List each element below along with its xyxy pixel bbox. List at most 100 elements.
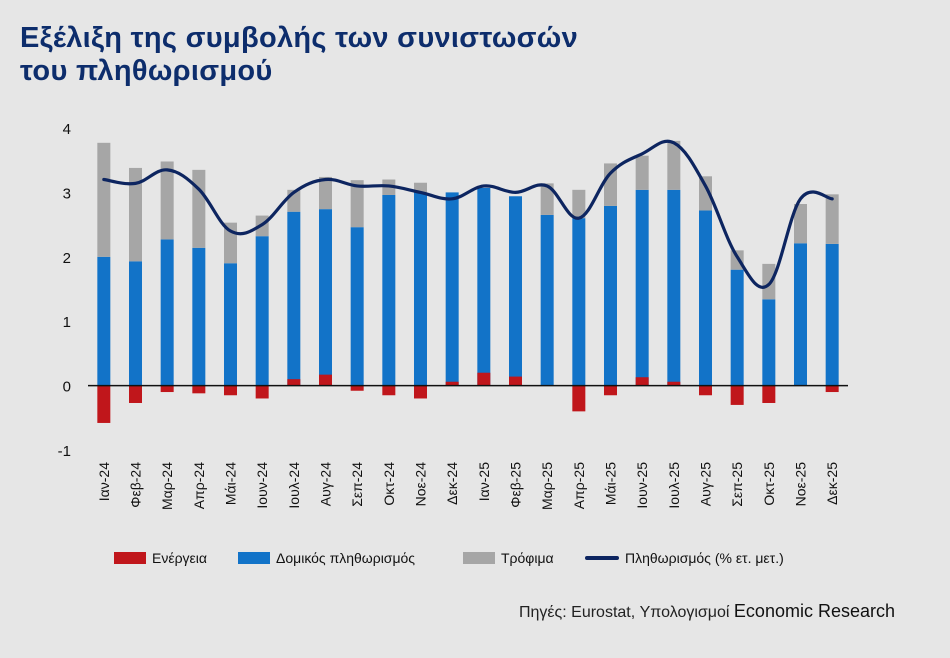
- bar-energy: [414, 385, 427, 399]
- x-tick-label: Μαρ-25: [539, 462, 555, 510]
- bar-energy: [667, 381, 681, 386]
- bar-core: [667, 189, 681, 386]
- bar-energy: [97, 385, 111, 423]
- legend-swatch-core: [238, 552, 270, 564]
- bar-food: [762, 263, 776, 300]
- bar-core: [192, 247, 206, 386]
- bar-core: [350, 227, 364, 386]
- legend-label-core: Δομικός πληθωρισμός: [276, 550, 416, 566]
- bar-core: [635, 189, 649, 386]
- bar-core: [794, 243, 807, 386]
- x-tick-label: Αυγ-24: [318, 462, 334, 506]
- x-tick-label: Απρ-25: [571, 462, 587, 509]
- bar-energy: [319, 374, 332, 386]
- bar-core: [129, 261, 142, 386]
- y-tick-label: 4: [63, 121, 71, 138]
- bar-core: [604, 205, 617, 386]
- bar-food: [160, 161, 174, 240]
- x-tick-label: Ιουν-24: [254, 462, 270, 509]
- x-tick-label: Φεβ-25: [508, 462, 524, 508]
- bar-core: [414, 192, 427, 386]
- legend-item-food: Τρόφιμα: [463, 550, 554, 566]
- y-tick-label: 1: [63, 314, 71, 331]
- bar-energy: [255, 385, 269, 399]
- bar-food: [97, 142, 111, 257]
- x-tick-label: Οκτ-24: [381, 462, 397, 506]
- inflation-line: [102, 139, 834, 289]
- bar-core: [477, 187, 491, 386]
- x-tick-label: Ιουν-25: [634, 462, 650, 509]
- bar-food: [414, 182, 427, 193]
- x-tick-label: Νοε-24: [413, 462, 429, 507]
- legend-item-energy: Ενέργεια: [114, 550, 207, 566]
- bar-food: [604, 163, 617, 206]
- bar-core: [699, 210, 712, 386]
- bar-energy: [825, 385, 839, 393]
- bar-food: [129, 167, 142, 262]
- x-tick-label: Μάι-24: [223, 462, 239, 505]
- bar-food: [572, 189, 586, 219]
- chart-title-line2: του πληθωρισμού: [20, 55, 273, 87]
- chart-title-line1: Εξέλιξη της συμβολής των συνιστωσών: [20, 22, 579, 54]
- source-note: Πηγές: Eurostat, Υπολογισμοί Economic Re…: [519, 601, 895, 622]
- x-tick-label: Μαρ-24: [159, 462, 175, 510]
- y-tick-label: -1: [58, 443, 71, 460]
- legend-swatch-energy: [114, 552, 146, 564]
- bar-energy: [160, 385, 174, 393]
- bar-food: [699, 176, 712, 211]
- bar-core: [762, 299, 776, 386]
- bar-energy: [445, 381, 459, 386]
- bar-core: [572, 218, 586, 386]
- bar-core: [319, 209, 332, 386]
- bar-energy: [287, 379, 301, 386]
- bar-core: [287, 211, 301, 386]
- legend-swatch-inflation: [585, 556, 619, 560]
- bar-energy: [604, 385, 617, 396]
- bar-energy: [699, 385, 712, 396]
- x-tick-label: Σεπ-24: [349, 462, 365, 507]
- bar-core: [730, 269, 744, 386]
- bar-food: [825, 194, 839, 244]
- legend-label-energy: Ενέργεια: [152, 550, 207, 566]
- source-brand: Economic Research: [733, 601, 895, 621]
- x-tick-label: Ιουλ-25: [666, 462, 682, 509]
- x-tick-label: Δεκ-24: [444, 462, 460, 505]
- x-tick-label: Δεκ-25: [824, 462, 840, 505]
- y-tick-label: 2: [63, 250, 71, 267]
- bar-food: [350, 180, 364, 228]
- y-tick-label: 0: [63, 379, 71, 396]
- chart-title: Εξέλιξη της συμβολής των συνιστωσών του …: [20, 22, 820, 88]
- bar-core: [509, 196, 522, 386]
- bar-core: [445, 192, 459, 386]
- x-tick-label: Ιαν-24: [96, 462, 112, 501]
- bar-core: [160, 239, 174, 386]
- legend-item-core: Δομικός πληθωρισμός: [238, 550, 415, 566]
- bar-core: [224, 263, 237, 386]
- x-tick-label: Φεβ-24: [128, 462, 144, 508]
- x-tick-label: Αυγ-25: [698, 462, 714, 506]
- bar-energy: [762, 385, 776, 403]
- x-tick-label: Νοε-25: [793, 462, 809, 507]
- legend-item-inflation: Πληθωρισμός (% ετ. μετ.): [585, 550, 784, 566]
- bar-energy: [192, 385, 206, 394]
- source-label: Πηγές: Eurostat, Υπολογισμοί: [518, 604, 730, 621]
- bar-energy: [572, 385, 586, 412]
- bar-energy: [382, 385, 396, 396]
- x-tick-label: Μάι-25: [603, 462, 619, 505]
- bar-core: [97, 256, 111, 386]
- legend-swatch-food: [463, 552, 495, 564]
- x-tick-label: Απρ-24: [191, 462, 207, 509]
- bar-core: [825, 243, 839, 386]
- bar-energy: [350, 385, 364, 391]
- bar-food: [635, 155, 649, 190]
- bar-food: [540, 183, 554, 215]
- bar-energy: [730, 385, 744, 405]
- bar-food: [667, 140, 681, 190]
- bar-energy: [477, 372, 491, 386]
- chart-legend: Ενέργεια Δομικός πληθωρισμός Τρόφιμα Πλη…: [0, 550, 950, 572]
- x-tick-label: Ιουλ-24: [286, 462, 302, 509]
- legend-label-inflation: Πληθωρισμός (% ετ. μετ.): [625, 550, 784, 566]
- bar-core: [382, 194, 396, 386]
- bar-energy: [224, 385, 237, 396]
